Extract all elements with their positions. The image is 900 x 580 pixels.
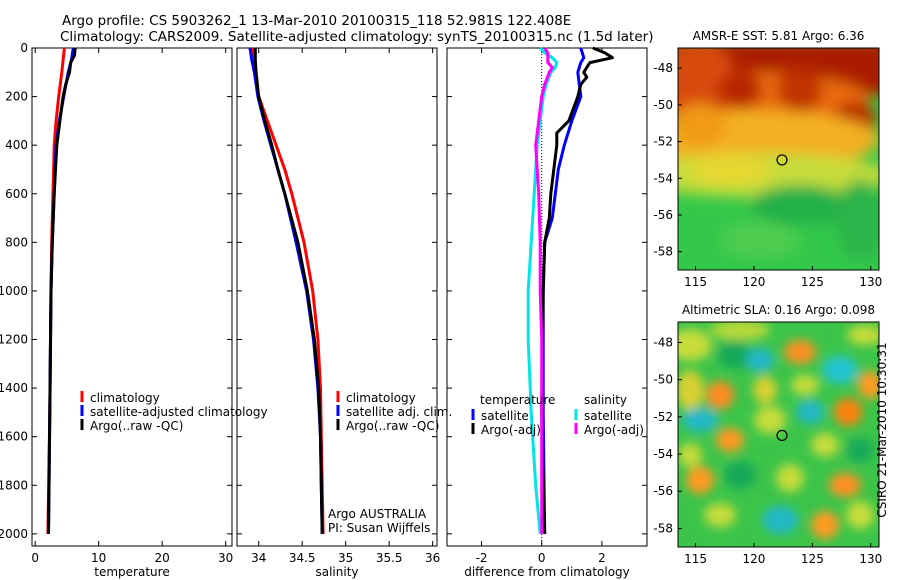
difference-series-line [534,47,554,534]
sst-map-image [678,48,879,270]
difference-legend-label: Argo(-adj) [481,423,541,437]
sla-map-image [678,322,879,547]
difference-legend-header: salinity [584,393,627,407]
depth-tick-label: 600 [5,187,28,201]
depth-tick-label: 1800 [0,478,28,492]
sla_map-ytick-label: -48 [653,335,673,349]
difference-legend-header: temperature [480,393,555,407]
temperature-xtick-label: 10 [91,551,106,565]
temperature-xtick-label: 20 [155,551,170,565]
temperature-plot-frame [31,47,233,547]
sst_map-xtick-label: 130 [859,275,882,289]
sst_map-ytick-label: -58 [653,245,673,259]
salinity-xlabel: salinity [315,565,358,579]
temperature-xtick-label: 0 [31,551,39,565]
temperature-legend-label: climatology [90,391,160,405]
sla_map-ytick-label: -52 [653,410,673,424]
sst_map-frame [677,47,880,271]
sst_map-ytick-label: -48 [653,61,673,75]
salinity-annotation: PI: Susan Wijffels [328,521,430,535]
figure-title-line-1: Argo profile: CS 5903262_1 13-Mar-2010 2… [62,13,572,29]
sla_map-argo-marker [776,429,788,442]
depth-tick-label: 800 [5,235,28,249]
depth-tick-label: 1000 [0,284,28,298]
sst_map-argo-marker [776,154,788,166]
difference-series-line [540,46,614,534]
salinity-plot-frame [236,47,438,547]
sla_map-ytick-label: -58 [653,521,673,535]
depth-tick-label: 1400 [0,381,28,395]
salinity-xtick-label: 35 [338,551,353,565]
sla_map-title: Altimetric SLA: 0.16 Argo: 0.098 [682,303,875,317]
difference-legend-label: satellite [584,409,632,423]
depth-tick-label: 400 [5,138,28,152]
sla_map-ytick-label: -54 [653,447,673,461]
sla_map-xtick-label: 130 [859,552,882,566]
depth-tick-label: 0 [20,41,28,55]
temperature-xlabel: temperature [94,565,169,579]
temperature-xtick-label: 30 [218,551,233,565]
salinity-xtick-label: 35.5 [376,551,403,565]
sla_map-xtick-label: 115 [684,552,707,566]
temperature-legend-label: satellite-adjusted climatology [90,405,268,419]
difference-xlabel: difference from climatology [464,565,630,579]
sst_map-xtick-label: 120 [743,275,766,289]
salinity-xtick-label: 34.5 [289,551,316,565]
credit-text: CSIRO 21-Mar-2010 10:30:31 [875,342,889,517]
figure-title-line-2: Climatology: CARS2009. Satellite-adjuste… [60,29,654,45]
sla_map-ytick-label: -56 [653,484,673,498]
sst_map-xtick-label: 125 [801,275,824,289]
salinity-annotation: Argo AUSTRALIA [328,507,427,521]
difference-xtick-label: 0 [538,551,546,565]
difference-plot-frame [446,47,648,547]
depth-tick-label: 200 [5,90,28,104]
sla_map-xtick-label: 125 [801,552,824,566]
depth-tick-label: 2000 [0,527,28,541]
difference-xtick-label: 2 [598,551,606,565]
salinity-legend-label: Argo(..raw -QC) [346,419,439,433]
salinity-xtick-label: 34 [251,551,266,565]
salinity-legend-label: satellite adj. clim. [346,405,452,419]
sst_map-ytick-label: -54 [653,171,673,185]
temperature-legend-label: Argo(..raw -QC) [90,419,183,433]
sla_map-xtick-label: 120 [743,552,766,566]
difference-legend-label: Argo(-adj) [584,423,644,437]
salinity-xtick-label: 36 [425,551,440,565]
sst_map-title: AMSR-E SST: 5.81 Argo: 6.36 [693,29,865,43]
sst_map-ytick-label: -50 [653,98,673,112]
depth-tick-label: 1600 [0,430,28,444]
difference-series-line [541,47,586,534]
sst_map-xtick-label: 115 [684,275,707,289]
sst_map-ytick-label: -56 [653,208,673,222]
sst_map-ytick-label: -52 [653,135,673,149]
salinity-legend-label: climatology [346,391,416,405]
temperature-series-line [47,47,77,534]
depth-tick-label: 1200 [0,333,28,347]
sla_map-ytick-label: -50 [653,373,673,387]
difference-legend-label: satellite [481,409,529,423]
salinity-series-line [253,48,324,534]
sla_map-frame [677,321,880,548]
difference-xtick-label: -2 [476,551,488,565]
